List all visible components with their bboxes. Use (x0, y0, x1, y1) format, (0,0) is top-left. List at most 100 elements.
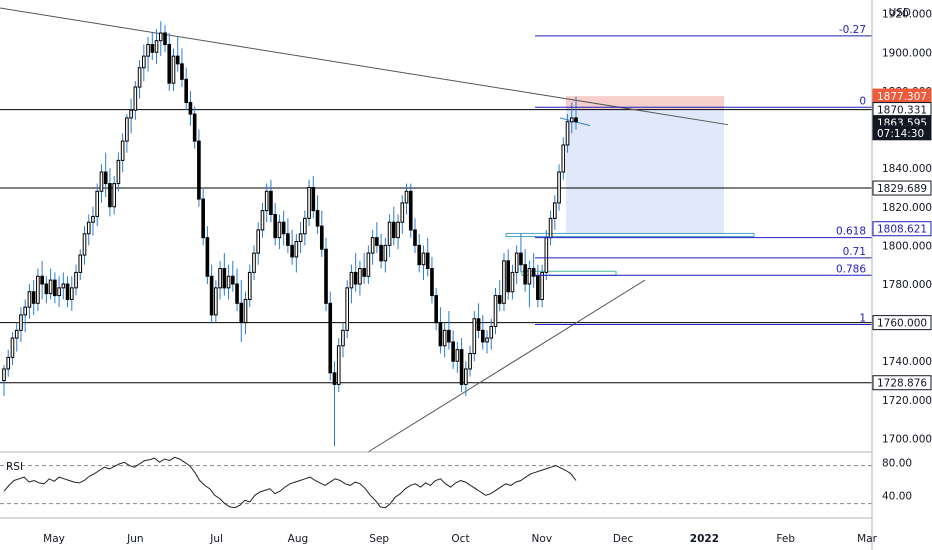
price-tag-text: 07:14:30 (877, 128, 924, 140)
candle-51 (218, 260, 222, 300)
candle-36 (154, 29, 159, 64)
time-label-0[interactable]: May (43, 533, 65, 545)
time-label-2[interactable]: Jul (209, 533, 223, 545)
candle-35 (150, 32, 155, 60)
candle-38 (163, 25, 167, 53)
candle-body (536, 275, 540, 300)
candle-0 (2, 365, 6, 396)
candle-64 (273, 202, 277, 246)
price-tag-2: 1870.331 (872, 102, 932, 118)
candle-61 (260, 202, 265, 238)
candle-body (31, 291, 36, 304)
candle-113 (480, 314, 485, 350)
candle-body (180, 63, 184, 80)
candle-43 (184, 67, 189, 111)
candle-8 (36, 268, 40, 312)
candle-body (569, 117, 574, 123)
candle-119 (506, 249, 511, 300)
time-label-5[interactable]: Oct (451, 533, 469, 545)
candle-94 (400, 195, 405, 234)
candle-body (201, 198, 205, 239)
candle-body (184, 78, 189, 103)
candle-body (19, 314, 23, 331)
price-tick-9: 1700.000 (882, 433, 932, 445)
candle-body (82, 233, 87, 256)
candle-2 (10, 332, 15, 366)
candle-7 (31, 280, 36, 315)
time-label-6[interactable]: Nov (532, 533, 553, 545)
time-label-9[interactable]: Feb (776, 533, 795, 545)
candle-body (281, 221, 286, 235)
candle-body (506, 260, 511, 293)
candle-body (396, 221, 400, 239)
candle-45 (192, 106, 197, 149)
time-label-8[interactable]: 2022 (690, 533, 719, 545)
candle-body (48, 279, 53, 295)
time-label-3[interactable]: Aug (288, 533, 309, 545)
candle-23 (99, 164, 104, 203)
rsi-tick-0: 80.00 (882, 457, 912, 469)
candle-body (192, 113, 197, 142)
candle-body (493, 295, 498, 327)
candle-body (336, 345, 341, 385)
candle-60 (256, 222, 261, 265)
candle-body (120, 140, 125, 161)
candle-120 (510, 264, 515, 300)
candle-73 (311, 175, 316, 219)
candle-37 (158, 21, 163, 57)
candle-body (421, 252, 426, 266)
candle-39 (167, 32, 172, 91)
candle-22 (95, 183, 100, 227)
candle-100 (425, 237, 430, 277)
time-label-4[interactable]: Sep (369, 533, 389, 545)
candle-54 (230, 260, 235, 292)
price-tag-bg (872, 315, 932, 331)
candle-body (290, 244, 294, 258)
candle-89 (379, 233, 383, 269)
price-tag-text: 1760.000 (877, 318, 927, 330)
candle-body (574, 117, 578, 123)
time-axis[interactable]: May Jun Jul Aug Sep Oct Nov Dec 2022 Feb Mar (43, 533, 877, 545)
currency-label: USD (889, 7, 911, 19)
candle-body (553, 202, 557, 219)
descending-trendline (0, 7, 729, 126)
candle-68 (290, 229, 294, 265)
candle-65 (277, 214, 282, 250)
candle-body (44, 283, 49, 295)
candle-101 (430, 256, 434, 304)
candle-body (167, 44, 172, 84)
candle-69 (294, 233, 299, 273)
time-label-10[interactable]: Mar (857, 533, 877, 545)
stop-loss-zone (566, 96, 724, 110)
candle-body (328, 302, 333, 374)
candle-body (40, 275, 44, 285)
candle-102 (434, 287, 438, 331)
candle-66 (281, 210, 286, 246)
candle-body (298, 233, 303, 243)
candle-body (324, 248, 328, 304)
price-tick-8: 1720.000 (882, 395, 932, 407)
candle-10 (44, 276, 49, 304)
candle-5 (23, 299, 27, 333)
candle-body (502, 260, 506, 304)
candle-body (154, 40, 159, 53)
fib-retracement[interactable]: -0.27 0 0.618 0.71 0.786 1 (535, 24, 872, 326)
candle-13 (57, 276, 61, 308)
candle-19 (82, 226, 87, 265)
candle-body (14, 329, 19, 339)
candle-117 (497, 280, 502, 312)
candle-93 (396, 214, 400, 250)
candle-body (497, 295, 502, 304)
price-tag-8: 1728.876 (872, 375, 932, 391)
candle-body (332, 372, 337, 385)
candle-body (252, 252, 256, 273)
candle-body (226, 275, 231, 289)
candle-body (230, 275, 235, 285)
time-label-1[interactable]: Jun (126, 533, 143, 545)
candle-body (205, 237, 210, 277)
candle-body (425, 252, 430, 270)
candle-53 (226, 264, 231, 300)
time-label-7[interactable]: Dec (613, 533, 634, 545)
